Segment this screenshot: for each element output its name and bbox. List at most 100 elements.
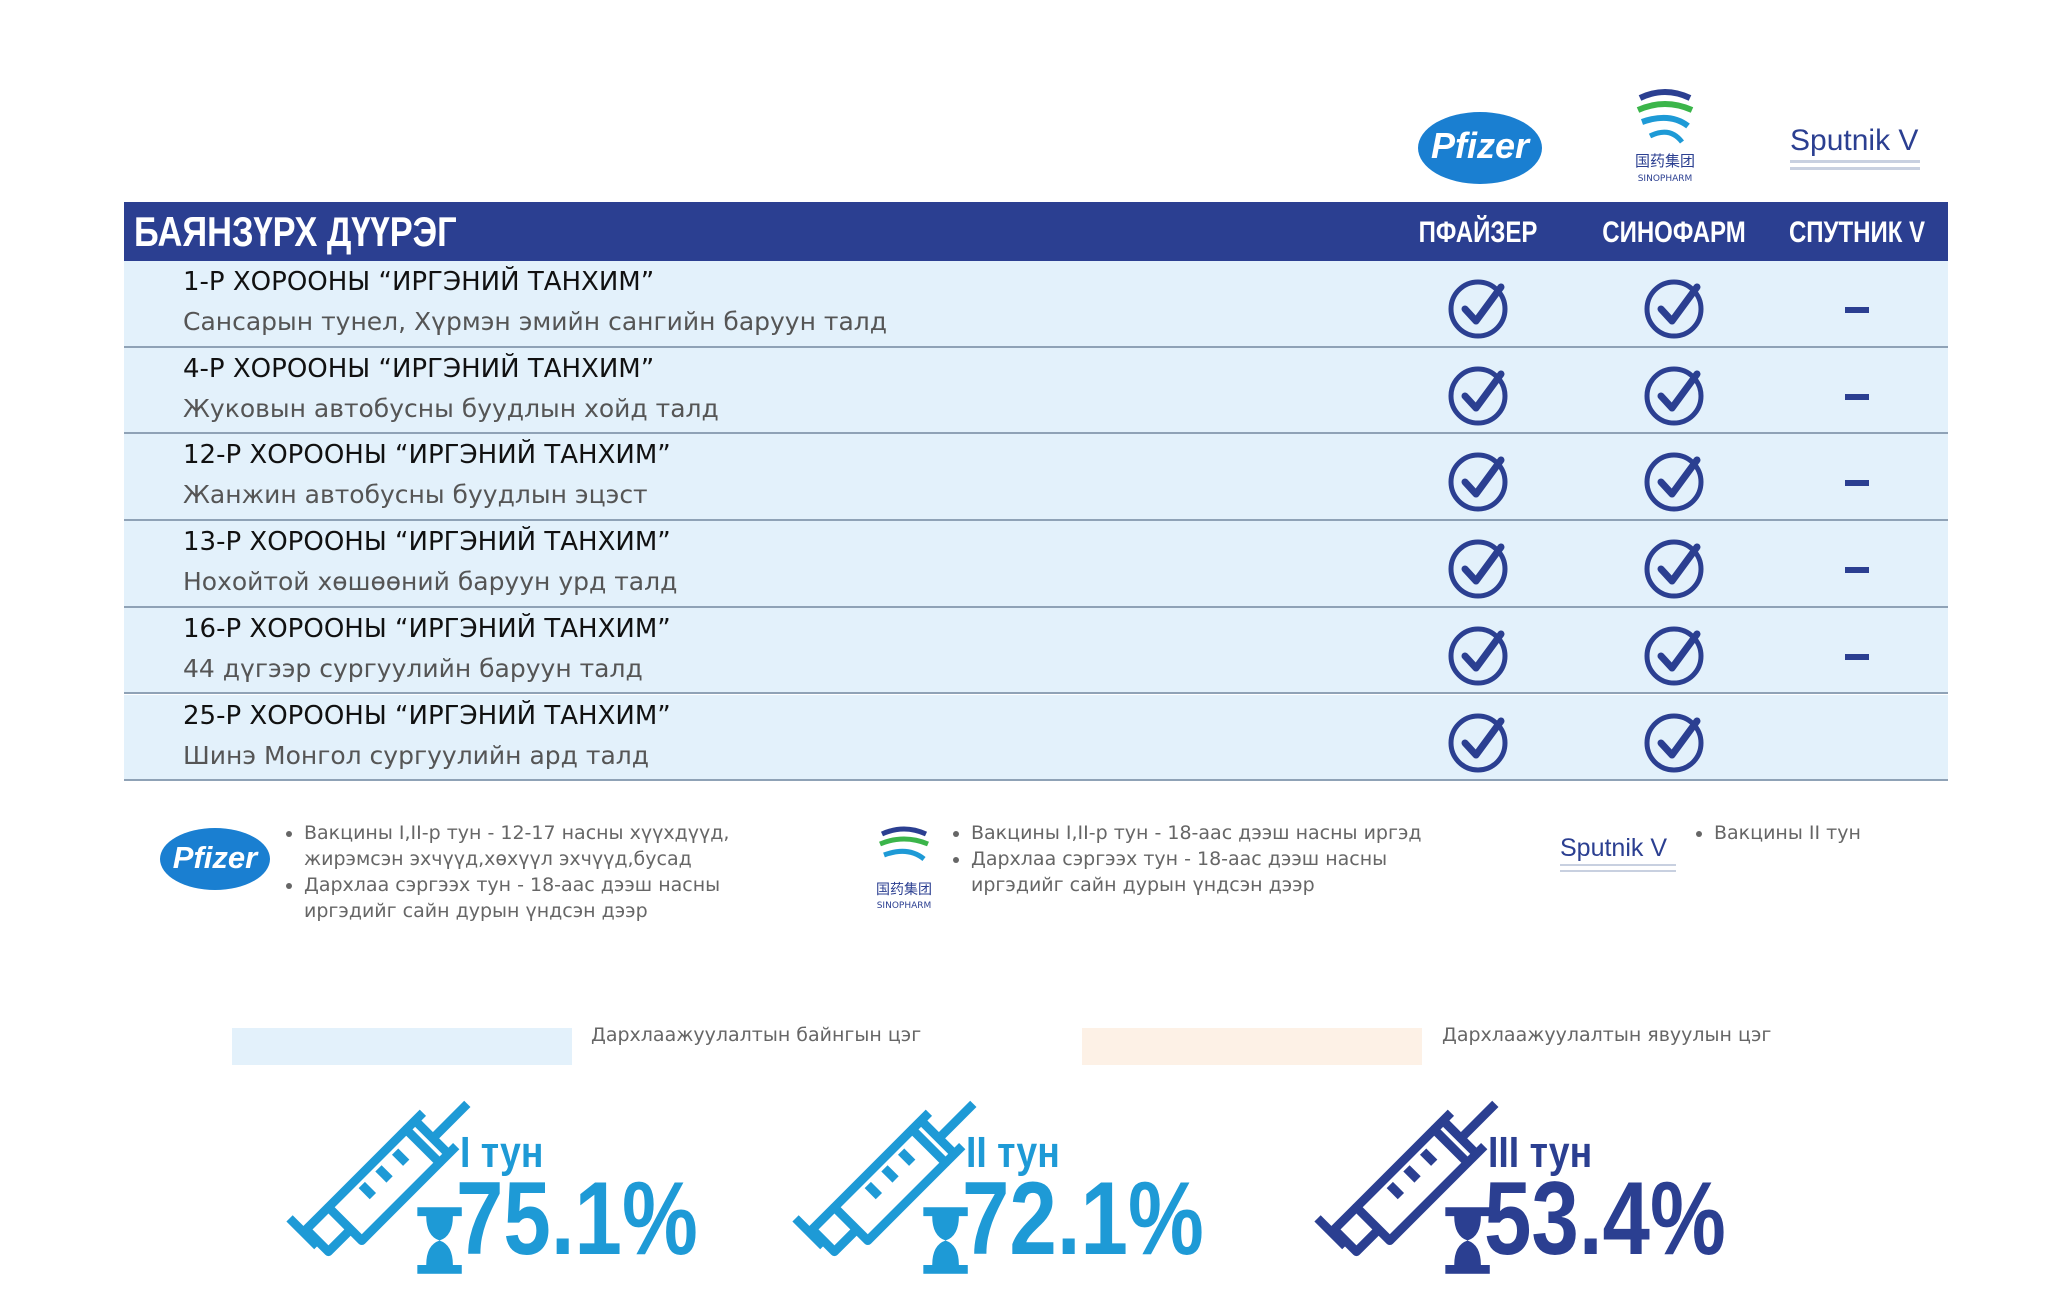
check-circle	[1448, 713, 1508, 772]
check-icon	[1448, 366, 1508, 426]
check-circle	[1644, 366, 1704, 426]
check-mark	[1657, 283, 1701, 325]
dash	[1845, 393, 1869, 400]
logo-text: SINOPHARM	[1638, 174, 1693, 184]
dash-icon	[1845, 307, 1869, 313]
note-item: Вакцины I,II-р тун - 18-аас дээш насны и…	[971, 820, 1427, 846]
table-header: БАЯНЗҮРХ ДҮҮРЭГ ПФАЙЗЕР СИНОФАРМ СПУТНИК V	[124, 202, 1948, 261]
dash	[1845, 480, 1869, 487]
dose-value: 75.1%	[456, 1161, 698, 1277]
note-list: Вакцины I,II-р тун - 18-аас дээш насны и…	[947, 820, 1427, 898]
table-row: 1-Р ХОРООНЫ “ИРГЭНИЙ ТАНХИМ” Сансарын тун…	[124, 261, 1948, 348]
legend-label: Дархлаажуулалтын явуулын цэг	[1442, 1024, 1772, 1046]
check-mark	[1657, 543, 1701, 585]
legend-swatch	[232, 1028, 572, 1065]
sinopharm-logo: 国药集团 SINOPHARM	[1635, 89, 1695, 184]
table-row: 12-Р ХОРООНЫ “ИРГЭНИЙ ТАНХИМ” Жанжин авто…	[124, 434, 1948, 522]
site-location: Шинэ Монгол сургуулийн ард талд	[183, 740, 650, 770]
site-name: 13-Р ХОРООНЫ “ИРГЭНИЙ ТАНХИМ”	[183, 527, 671, 558]
site-name: 4-Р ХОРООНЫ “ИРГЭНИЙ ТАНХИМ”	[183, 353, 655, 384]
logo-text: SINOPHARM	[877, 901, 932, 911]
table-row: 16-Р ХОРООНЫ “ИРГЭНИЙ ТАНХИМ” 44 дүгээр с…	[124, 607, 1948, 695]
dash	[1845, 653, 1869, 660]
note-item: Вакцины II тун	[1714, 820, 1990, 846]
site-name: 16-Р ХОРООНЫ “ИРГЭНИЙ ТАНХИМ”	[183, 613, 671, 644]
check-icon	[1644, 626, 1704, 686]
check-circle	[1448, 539, 1508, 599]
table-row: 13-Р ХОРООНЫ “ИРГЭНИЙ ТАНХИМ” Нохойтой хө…	[124, 521, 1948, 608]
check-mark	[1461, 630, 1505, 672]
check-circle	[1448, 366, 1508, 426]
table-title: БАЯНЗҮРХ ДҮҮРЭГ	[134, 208, 457, 255]
sinopharm-notes: Вакцины I,II-р тун - 18-аас дээш насны и…	[947, 820, 1427, 898]
check-mark	[1657, 717, 1701, 758]
check-circle	[1644, 452, 1704, 512]
note-item: Дархлаа сэргээх тун - 18-аас дээш насны …	[304, 872, 740, 924]
logo-text: 国药集团	[876, 881, 932, 898]
check-circle	[1448, 452, 1508, 512]
sputnik-notes: Вакцины II тун	[1690, 820, 1990, 846]
column-header: СПУТНИК V	[1788, 216, 1926, 249]
check-circle	[1644, 713, 1704, 772]
syringe-icon	[1312, 1096, 1512, 1274]
dash	[1845, 307, 1869, 313]
check-mark	[1657, 456, 1701, 498]
syringe	[1318, 1104, 1496, 1274]
check-icon	[1448, 626, 1508, 686]
site-name: 25-Р ХОРООНЫ “ИРГЭНИЙ ТАНХИМ”	[183, 700, 671, 731]
syringe	[290, 1104, 468, 1274]
check-mark	[1657, 630, 1701, 672]
legend-swatch	[1082, 1028, 1422, 1065]
dose-label: II тун	[966, 1128, 1060, 1177]
check-icon	[1448, 713, 1508, 772]
check-icon	[1448, 279, 1508, 339]
site-location: Жуковын автобусны буудлын хойд талд	[183, 393, 719, 423]
syringe-icon	[790, 1096, 990, 1274]
check-circle	[1644, 539, 1704, 599]
site-name: 1-Р ХОРООНЫ “ИРГЭНИЙ ТАНХИМ”	[183, 267, 655, 297]
logo-text: Sputnik V	[1560, 834, 1667, 862]
table-row: 25-Р ХОРООНЫ “ИРГЭНИЙ ТАНХИМ” Шинэ Монгол…	[124, 694, 1948, 782]
check-mark	[1657, 370, 1701, 412]
legend-label: Дархлаажуулалтын байнгын цэг	[591, 1024, 922, 1046]
logo-text: Pfizer	[1431, 125, 1531, 166]
site-location: Нохойтой хөшөөний баруун урд талд	[183, 567, 678, 597]
dose-value: 53.4%	[1484, 1161, 1726, 1277]
dash-icon	[1845, 653, 1869, 660]
syringe-icon	[284, 1096, 484, 1274]
logo-text: Pfizer	[173, 840, 259, 875]
check-icon	[1644, 452, 1704, 512]
check-mark	[1461, 717, 1505, 758]
check-icon	[1644, 539, 1704, 599]
logo-text: 国药集团	[1635, 152, 1695, 170]
dose-value: 72.1%	[962, 1161, 1204, 1277]
sputnik-logo: Sputnik V	[1790, 124, 1920, 170]
pfizer-notes: Вакцины I,II-р тун - 12-17 насны хүүхдүү…	[280, 820, 740, 924]
dash	[1845, 567, 1869, 574]
check-circle	[1448, 626, 1508, 686]
check-icon	[1644, 366, 1704, 426]
pfizer-logo: Pfizer	[160, 828, 270, 890]
check-icon	[1644, 713, 1704, 772]
syringe	[796, 1104, 974, 1274]
site-location: Жанжин автобусны буудлын эцэст	[183, 480, 648, 510]
column-header: ПФАЙЗЕР	[1418, 216, 1538, 249]
dose-label: I тун	[460, 1128, 544, 1177]
note-item: Дархлаа сэргээх тун - 18-аас дээш насны …	[971, 846, 1427, 898]
check-mark	[1461, 456, 1505, 498]
sinopharm-logo: 国药集团 SINOPHARM	[876, 826, 932, 911]
dose-label: III тун	[1488, 1128, 1593, 1177]
check-mark	[1461, 370, 1505, 412]
note-item: Вакцины I,II-р тун - 12-17 насны хүүхдүү…	[304, 820, 740, 872]
check-circle	[1644, 279, 1704, 339]
check-circle	[1448, 279, 1508, 339]
sputnik-logo: Sputnik V	[1560, 834, 1676, 872]
note-list: Вакцины II тун	[1690, 820, 1990, 846]
note-list: Вакцины I,II-р тун - 12-17 насны хүүхдүү…	[280, 820, 740, 924]
pfizer-logo: Pfizer	[1418, 112, 1542, 184]
table-row: 4-Р ХОРООНЫ “ИРГЭНИЙ ТАНХИМ” Жуковын авто…	[124, 347, 1948, 435]
logo-text: Sputnik V	[1790, 124, 1918, 157]
check-mark	[1461, 543, 1505, 585]
check-icon	[1448, 539, 1508, 599]
